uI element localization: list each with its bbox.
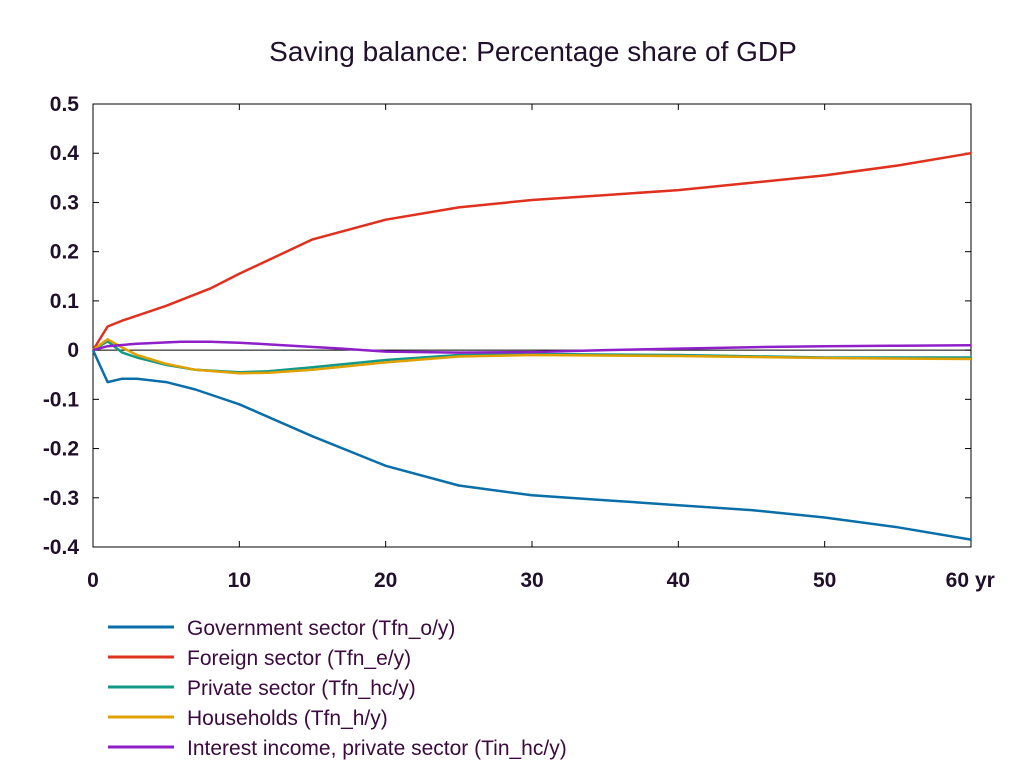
- legend-label-2: Private sector (Tfn_hc/y): [187, 677, 416, 700]
- plot-frame: [92, 103, 972, 548]
- series-line-0: [91, 349, 972, 541]
- legend-label-0: Government sector (Tfn_o/y): [187, 617, 455, 640]
- x-tick-label: 10: [228, 569, 251, 592]
- chart-title: Saving balance: Percentage share of GDP: [269, 36, 797, 67]
- y-tick-label: 0.5: [50, 93, 80, 116]
- y-tick-label: 0: [67, 339, 79, 362]
- series-line-1: [91, 151, 972, 351]
- y-tick-label: 0.2: [50, 241, 79, 264]
- y-tick-label: 0.1: [50, 290, 80, 313]
- x-tick-label: 20: [374, 569, 397, 592]
- legend-label-1: Foreign sector (Tfn_e/y): [187, 647, 411, 670]
- legend: Government sector (Tfn_o/y) Foreign secto…: [108, 617, 567, 760]
- legend-label-4: Interest income, private sector (Tin_hc/…: [187, 737, 567, 760]
- series-lines: [91, 151, 972, 541]
- y-tick-label: -0.1: [43, 388, 80, 411]
- series-line-3: [92, 338, 972, 375]
- y-tick-label: 0.4: [50, 142, 80, 165]
- x-axis-unit: yr: [975, 569, 995, 592]
- legend-label-3: Households (Tfn_h/y): [187, 707, 388, 730]
- y-tick-label: -0.2: [43, 438, 79, 461]
- x-tick-label: 30: [520, 569, 543, 592]
- x-tick-label: 0: [87, 569, 99, 592]
- y-axis-ticks: 0.5 0.4 0.3 0.2 0.1 0 -0.1 -0.2 -0.3 -0.4: [43, 93, 971, 559]
- plot-border: [92, 103, 972, 548]
- y-tick-label: 0.3: [50, 191, 79, 214]
- x-tick-label: 50: [813, 569, 836, 592]
- series-line-4: [92, 340, 972, 354]
- x-tick-label: 60: [946, 569, 969, 592]
- y-tick-label: -0.4: [43, 536, 80, 559]
- x-axis-ticks: 0 10 20 30 40 50 60 yr: [87, 104, 995, 592]
- y-tick-label: -0.3: [43, 487, 79, 510]
- x-tick-label: 40: [667, 569, 690, 592]
